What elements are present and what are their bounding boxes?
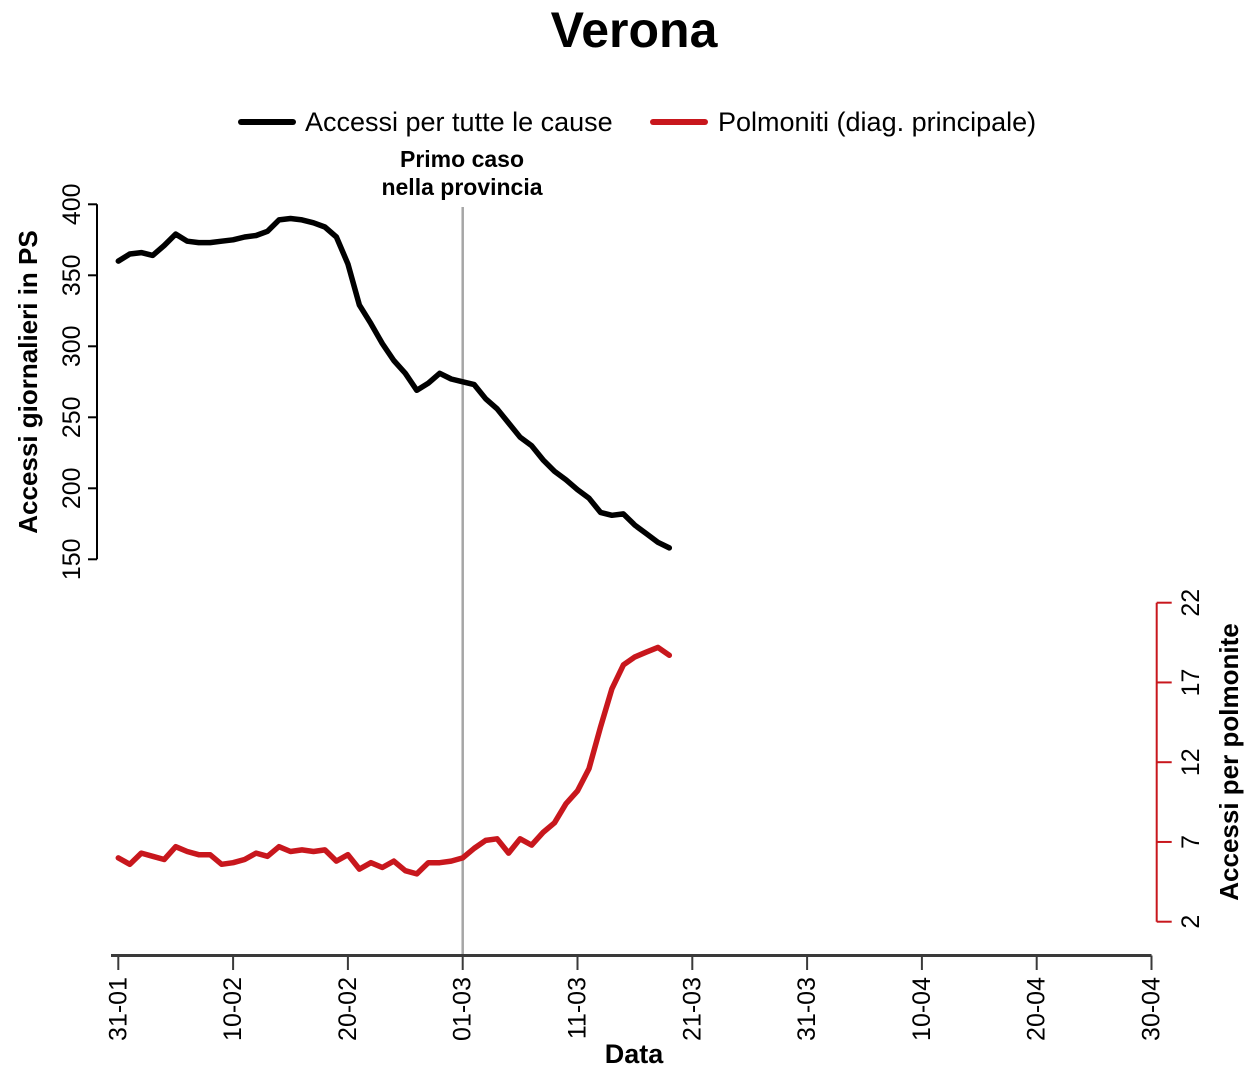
y-left-tick-label: 150 bbox=[58, 538, 86, 580]
legend-label-all-causes: Accessi per tutte le cause bbox=[305, 107, 613, 137]
x-tick-label: 30-04 bbox=[1138, 977, 1166, 1041]
x-tick-label: 10-02 bbox=[219, 977, 247, 1041]
series-pneumonia-line bbox=[115, 644, 673, 877]
x-tick-label: 20-02 bbox=[334, 977, 362, 1041]
x-axis-title: Data bbox=[605, 1039, 665, 1069]
x-tick-label: 11-03 bbox=[564, 977, 592, 1039]
legend-label-pneumonia: Polmoniti (diag. principale) bbox=[718, 107, 1036, 137]
y-left-tick-label: 200 bbox=[58, 467, 86, 509]
y-left-tick-label: 400 bbox=[58, 183, 86, 225]
x-tick-label: 20-04 bbox=[1023, 977, 1051, 1041]
legend: Accessi per tutte le cause Polmoniti (di… bbox=[238, 107, 1036, 137]
y-left-tick-label: 250 bbox=[58, 396, 86, 438]
y-right-tick-label: 12 bbox=[1177, 748, 1205, 776]
series-all-causes-line bbox=[115, 215, 673, 551]
x-tick-label: 10-04 bbox=[908, 977, 936, 1041]
y-left-axis-title: Accessi giornalieri in PS bbox=[13, 230, 43, 533]
y-right-tick-label: 7 bbox=[1177, 835, 1205, 849]
x-tick-label: 31-01 bbox=[104, 977, 132, 1041]
first-case-annotation: Primo caso nella provincia bbox=[381, 146, 542, 200]
annotation-line-2: nella provincia bbox=[381, 174, 542, 200]
y-right-tick-label: 2 bbox=[1177, 915, 1205, 929]
y-right-axis-title: Accessi per polmonite bbox=[1214, 623, 1244, 900]
y-right-tick-label: 17 bbox=[1177, 669, 1205, 697]
x-tick-label: 21-03 bbox=[678, 977, 706, 1041]
x-tick-label: 31-03 bbox=[793, 977, 821, 1041]
y-left-tick-label: 300 bbox=[58, 325, 86, 367]
y-left-tick-label: 350 bbox=[58, 254, 86, 296]
chart-title: Verona bbox=[551, 2, 719, 58]
y-right-tick-label: 22 bbox=[1177, 589, 1205, 617]
x-tick-label: 01-03 bbox=[449, 977, 477, 1041]
annotation-line-1: Primo caso bbox=[400, 146, 524, 172]
